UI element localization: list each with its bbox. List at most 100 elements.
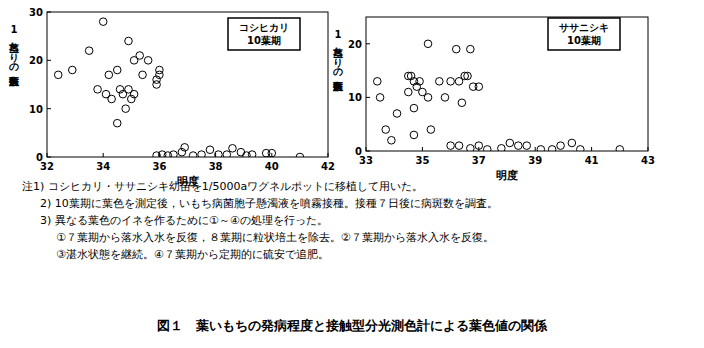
point [223,151,231,157]
point [130,90,138,98]
y-tick-label: 10 [29,104,43,115]
point [113,119,121,127]
chart: 33353739414301020明度1茎当たりの病斑数ササニシキ10葉期 [332,17,655,182]
point [156,66,164,74]
annotation: 10葉期 [247,35,281,46]
point [99,18,107,26]
point [68,66,76,74]
point [136,52,144,60]
y-tick [47,108,51,109]
x-tick [328,153,329,157]
y-tick-label: 20 [29,55,43,66]
plot-frame [47,12,328,157]
label-box [228,18,300,50]
point [405,88,413,96]
x-tick [103,153,104,157]
point [410,131,418,139]
point [198,151,206,157]
x-tick [271,153,272,157]
point [296,153,304,157]
point [467,45,475,53]
point [206,146,214,154]
x-tick-label: 42 [321,161,335,172]
note: ①７葉期から落水入水を反復，８葉期に粒状培土を除去。②７葉期から落水入水を反復。 [56,231,494,244]
point [388,136,396,144]
y-tick [47,12,51,13]
point [427,126,435,134]
point [441,94,449,102]
point [447,142,455,150]
point [416,78,424,86]
x-tick-label: 39 [528,155,542,166]
plot-frame [366,17,648,151]
x-tick [366,147,367,151]
point [458,99,466,107]
y-tick-label: 20 [348,39,362,50]
point [215,151,223,157]
point [475,142,483,150]
y-tick [366,151,370,152]
x-tick [535,147,536,151]
point [616,146,624,151]
points [54,18,303,157]
note: 注1) コシヒカリ・ササニシキ幼苗を1/5000aワグネルポットに移植して用いた… [22,180,423,193]
note: 3) 異なる葉色のイネを作るために①～④の処理を行った。 [40,214,328,227]
point [139,71,147,79]
point [181,144,189,152]
x-tick-label: 41 [585,155,599,166]
point [229,145,237,153]
y-tick [47,60,51,61]
figure: 3234363840420102030明度1茎当たりの病斑数コシヒカリ10葉期3… [0,0,704,348]
x-axis-label: 明度 [496,169,518,182]
annotation: ササニシキ [559,22,609,33]
label-box [548,18,620,50]
point [248,151,256,157]
point [170,151,178,157]
point [113,66,121,74]
point [237,148,245,156]
point [85,47,93,55]
y-tick [366,97,370,98]
y-tick-label: 30 [29,7,43,18]
y-tick-label: 0 [36,152,43,163]
point [452,45,460,53]
point [125,37,133,45]
points [373,40,623,151]
y-axis-label: 1茎当たりの病斑数 [8,24,20,87]
x-tick-label: 38 [209,161,223,172]
point [268,149,276,157]
point [94,86,102,94]
point [506,139,514,147]
x-tick-label: 40 [265,161,279,172]
point [548,146,556,151]
y-tick [47,157,51,158]
point [475,83,483,91]
point [410,104,418,112]
point [467,145,475,151]
x-tick-label: 37 [472,155,486,166]
point [122,105,130,113]
point [568,139,576,147]
point [523,142,531,150]
point [557,142,565,150]
y-tick-label: 10 [348,92,362,103]
note: ③湛水状態を継続。④７葉期から定期的に硫安で追肥。 [56,248,329,261]
point [105,71,113,79]
y-axis-label: 1茎当たりの病斑数 [332,29,344,92]
point [376,94,384,102]
point [424,40,432,48]
point [424,94,432,102]
x-tick [591,147,592,151]
caption: 図１ 葉いもちの発病程度と接触型分光測色計による葉色値の関係 [157,318,548,333]
point [393,110,401,118]
point [436,78,444,86]
point [153,81,161,89]
point [144,57,152,65]
point [514,142,522,150]
x-tick [47,153,48,157]
point [498,145,506,151]
y-tick-label: 0 [355,146,362,157]
x-tick [422,147,423,151]
x-tick [648,147,649,151]
point [577,146,585,151]
